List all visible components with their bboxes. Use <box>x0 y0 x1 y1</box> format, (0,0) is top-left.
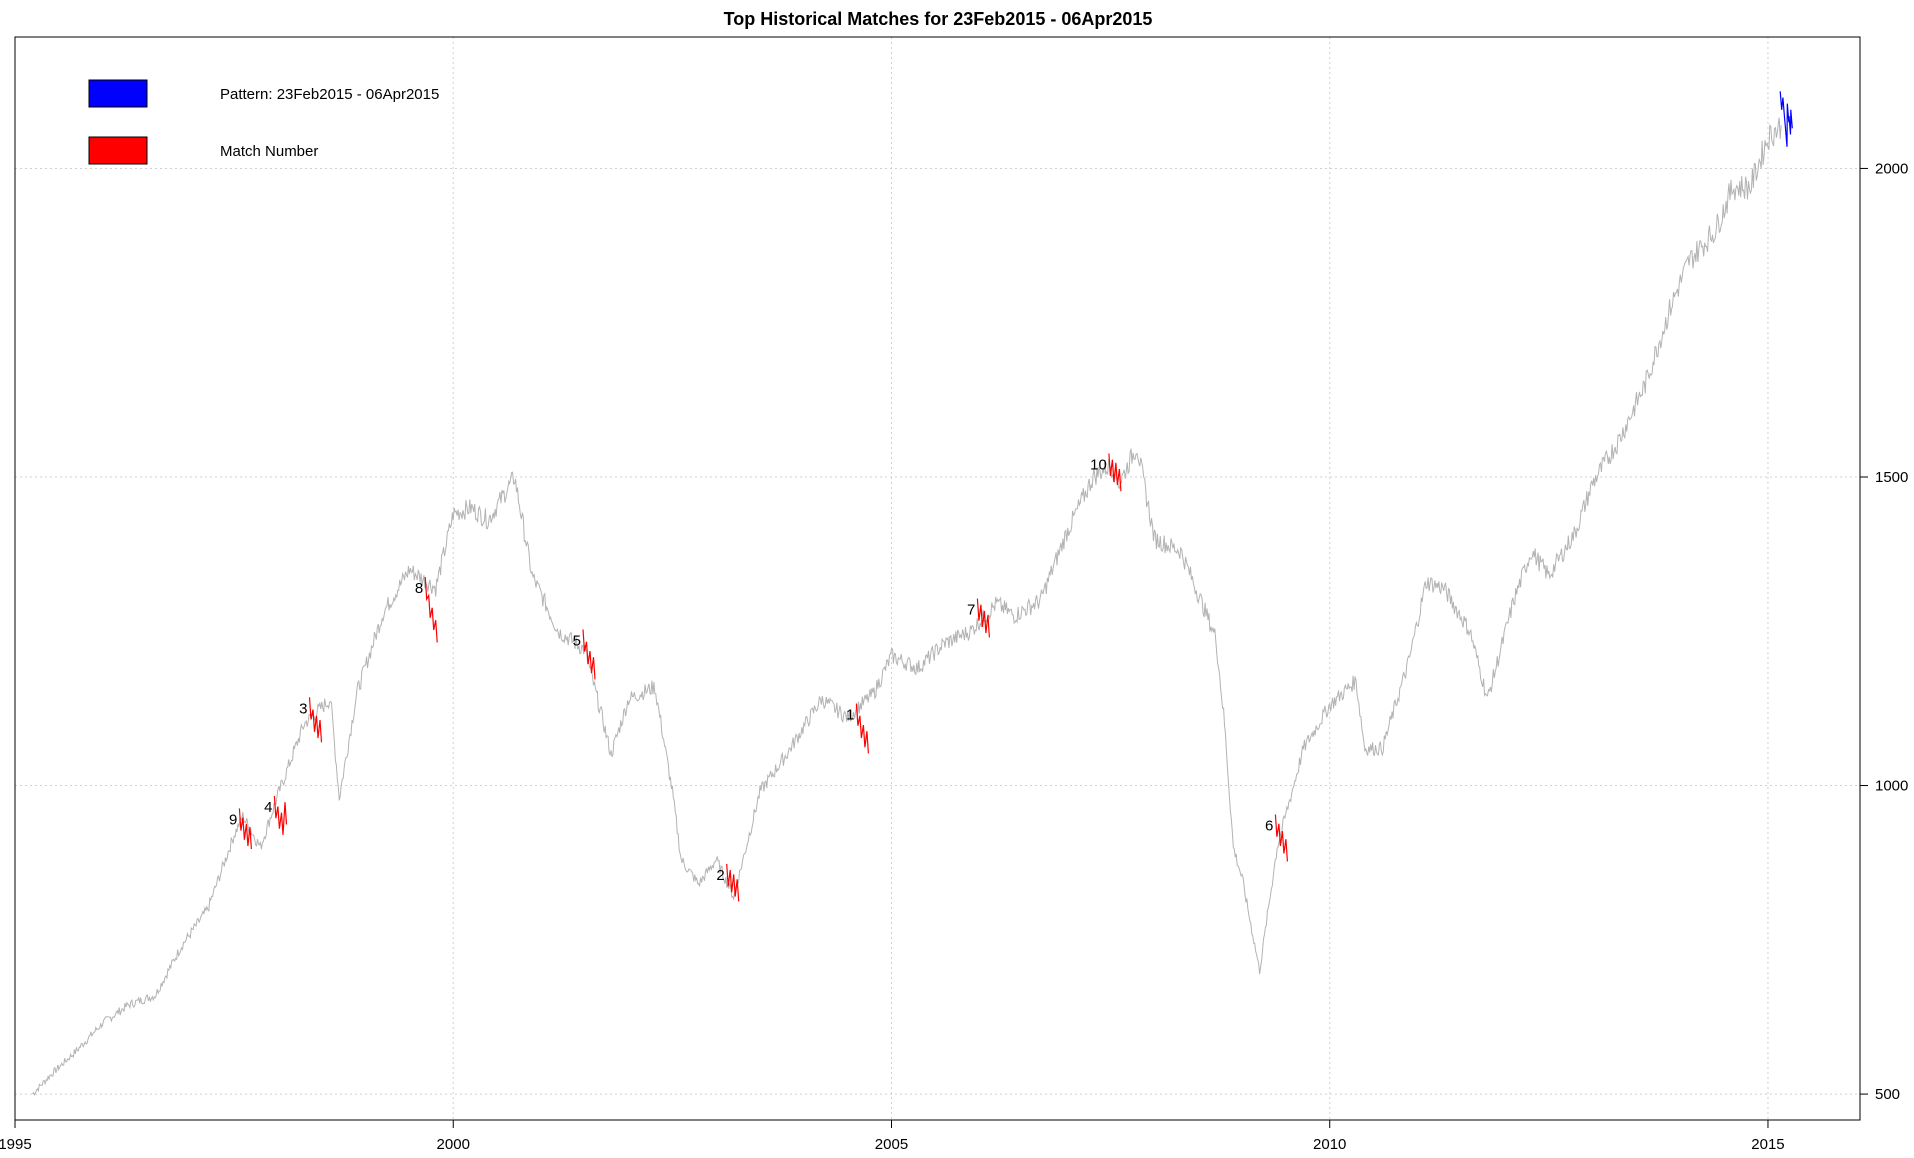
match-segment-9 <box>238 808 252 850</box>
x-tick-label: 1995 <box>0 1136 32 1153</box>
match-label-6: 6 <box>1265 818 1273 835</box>
chart-title: Top Historical Matches for 23Feb2015 - 0… <box>724 9 1153 29</box>
match-segment-6 <box>1274 814 1288 862</box>
match-segments: 1 2 3 4 5 6 7 8 9 10 <box>229 453 1288 902</box>
x-tick-label: 2000 <box>437 1136 470 1153</box>
y-axis: 500 1000 1500 2000 <box>1860 160 1908 1103</box>
x-axis: 1995 2000 2005 2010 2015 <box>0 1120 1785 1153</box>
x-tick-label: 2005 <box>875 1136 908 1153</box>
legend-pattern-swatch <box>88 79 148 108</box>
match-label-4: 4 <box>264 799 272 816</box>
history-line <box>32 117 1782 1096</box>
legend-match-swatch <box>88 136 148 165</box>
legend: Pattern: 23Feb2015 - 06Apr2015 Match Num… <box>88 79 439 165</box>
match-segment-5 <box>582 629 596 680</box>
history-series <box>32 117 1782 1096</box>
match-segment-7 <box>976 598 990 638</box>
y-tick-label: 500 <box>1875 1086 1900 1103</box>
match-label-1: 1 <box>846 707 854 724</box>
match-segment-2 <box>726 863 740 902</box>
grid <box>14 37 1860 1120</box>
plot-frame <box>14 36 1861 1121</box>
pattern-series <box>1779 91 1793 147</box>
y-tick-label: 1500 <box>1875 469 1908 486</box>
pattern-line <box>1779 91 1793 147</box>
x-tick-label: 2010 <box>1313 1136 1346 1153</box>
legend-match-label: Match Number <box>220 143 318 160</box>
match-segment-3 <box>308 697 323 743</box>
match-segment-1 <box>855 703 869 754</box>
match-label-2: 2 <box>716 867 724 884</box>
match-segment-4 <box>273 795 288 835</box>
x-tick-label: 2015 <box>1751 1136 1784 1153</box>
match-segment-8 <box>424 576 438 643</box>
match-label-5: 5 <box>573 633 581 650</box>
y-tick-label: 1000 <box>1875 778 1908 795</box>
legend-pattern-label: Pattern: 23Feb2015 - 06Apr2015 <box>220 86 439 103</box>
match-label-10: 10 <box>1090 457 1107 474</box>
match-label-9: 9 <box>229 811 237 828</box>
match-segment-10 <box>1108 453 1122 492</box>
match-label-3: 3 <box>299 700 307 717</box>
match-label-7: 7 <box>967 602 975 619</box>
y-tick-label: 2000 <box>1875 160 1908 177</box>
match-label-8: 8 <box>415 580 423 597</box>
